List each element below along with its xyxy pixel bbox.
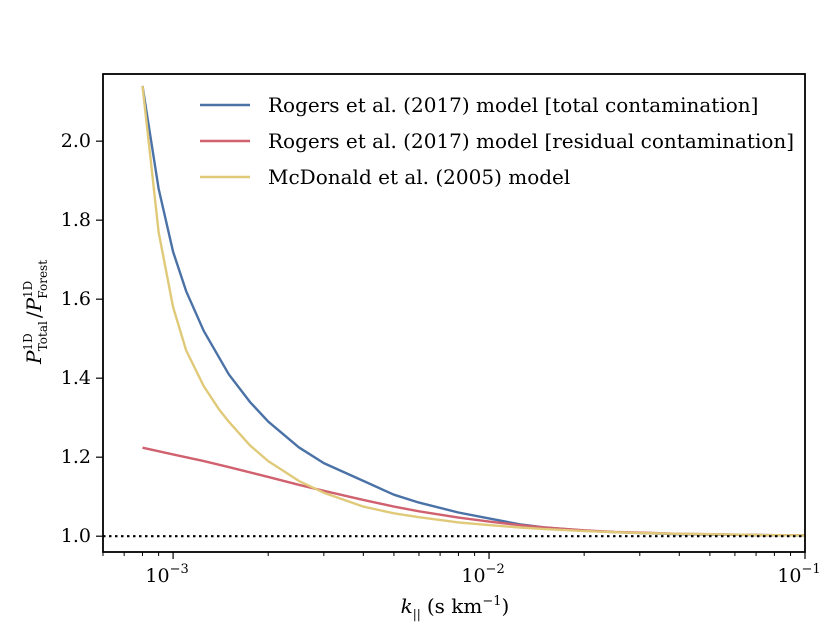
y-tick-label: 1.2 (61, 446, 91, 468)
legend: Rogers et al. (2017) model [total contam… (200, 93, 794, 189)
legend-label-3: McDonald et al. (2005) model (268, 165, 570, 189)
y-tick-label: 1.8 (61, 209, 91, 231)
y-tick-label: 2.0 (61, 130, 91, 152)
x-tick-label: 10−2 (461, 562, 504, 587)
y-tick-label: 1.4 (61, 367, 91, 389)
series-curves (141, 85, 806, 537)
axis-ticks: 1.0 1.2 1.4 1.6 1.8 2.0 10−3 10−2 10−1 (61, 130, 821, 587)
legend-label-2: Rogers et al. (2017) model [residual con… (268, 129, 794, 153)
x-axis-label: k|| (s km−1) (401, 594, 510, 621)
y-tick-label: 1.6 (61, 288, 91, 310)
series-line-1-rogers-et-al-2017-model-total-contaminat (141, 85, 806, 537)
plot-frame (102, 73, 806, 553)
y-axis-label: P1DTotal/P1DForest (21, 260, 50, 365)
x-tick-label: 10−3 (145, 562, 188, 587)
y-tick-label: 1.0 (61, 525, 91, 547)
series-line-2-rogers-et-al-2017-model-residual-contami (142, 446, 806, 537)
x-tick-label: 10−1 (777, 562, 820, 587)
series-line-3-mcdonald-et-al-2005-model (141, 85, 806, 537)
legend-label-1: Rogers et al. (2017) model [total contam… (268, 93, 758, 117)
